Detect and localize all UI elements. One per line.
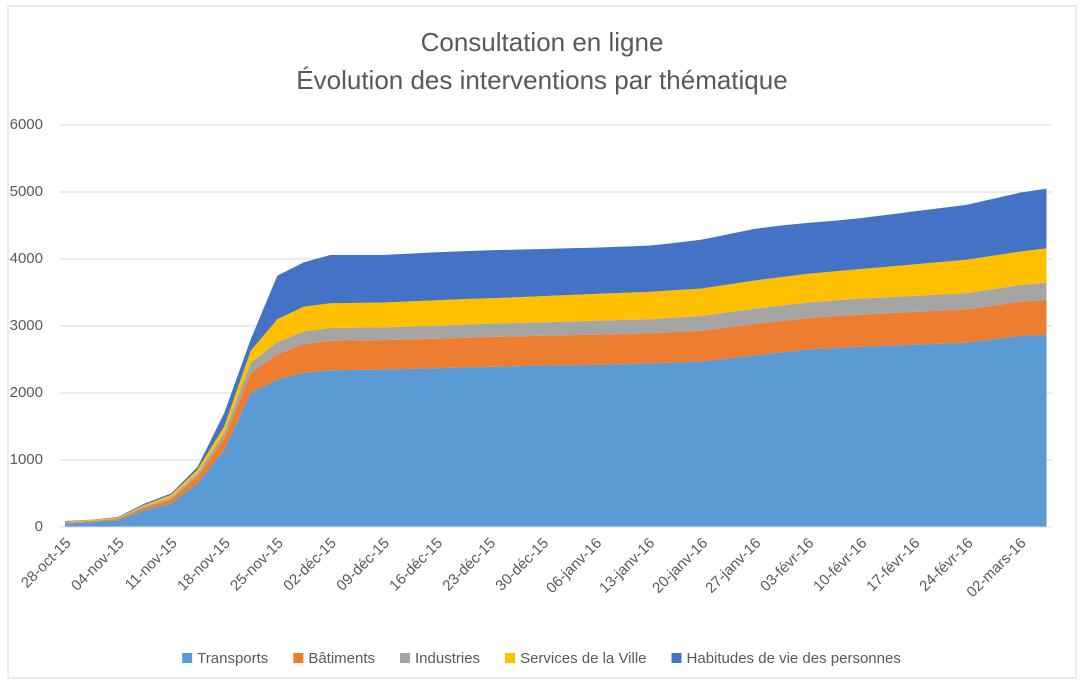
area	[65, 248, 1047, 523]
legend-swatch	[505, 653, 516, 663]
y-tick-label: 0	[35, 518, 43, 535]
chart-title: Consultation en ligne	[421, 27, 664, 57]
y-tick-label: 4000	[10, 250, 43, 267]
chart-subtitle: Évolution des interventions par thématiq…	[296, 65, 787, 95]
legend-label: Services de la Ville	[520, 650, 646, 667]
y-tick-label: 1000	[10, 451, 43, 468]
area	[65, 299, 1047, 524]
y-tick-label: 2000	[10, 384, 43, 401]
y-tick-label: 3000	[10, 317, 43, 334]
area	[65, 334, 1047, 527]
legend-swatch	[671, 653, 682, 663]
legend-label: Industries	[415, 650, 480, 667]
legend-swatch	[182, 653, 193, 663]
y-tick-label: 5000	[10, 183, 43, 200]
legend-swatch	[400, 653, 411, 663]
legend-label: Bâtiments	[308, 650, 375, 667]
y-tick-label: 6000	[10, 116, 43, 133]
legend-swatch	[293, 653, 304, 663]
legend-label: Habitudes de vie des personnes	[687, 650, 901, 667]
area	[65, 282, 1047, 523]
area	[65, 188, 1047, 522]
legend-label: Transports	[197, 650, 268, 667]
